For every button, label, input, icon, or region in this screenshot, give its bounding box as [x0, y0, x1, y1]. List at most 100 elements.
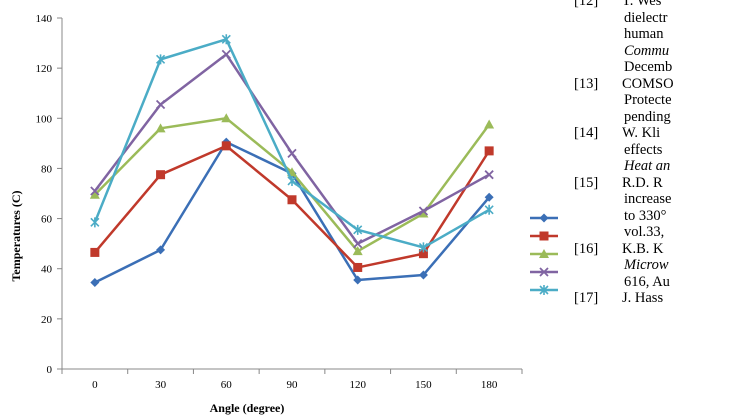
- y-tick-label: 0: [47, 364, 53, 376]
- data-point: [353, 262, 363, 272]
- reference-entry: [12] T. Wes dielectr human Commu Decemb: [557, 0, 750, 76]
- reference-line: effects: [624, 141, 663, 158]
- legend-swatch-marker: [539, 213, 549, 223]
- reference-entry: [14] W. Kli effects Heat an: [557, 125, 750, 175]
- reference-line: human: [624, 26, 664, 42]
- reference-line: K.B. K: [622, 240, 664, 257]
- data-point: [287, 148, 297, 159]
- reference-entry: [17] J. Hass: [557, 290, 750, 307]
- reference-line: vol.33,: [624, 224, 665, 240]
- reference-number: [12]: [574, 0, 599, 9]
- references-column: [12] T. Wes dielectr human Commu Decemb [13] CO…: [557, 0, 750, 416]
- reference-line: Heat an: [624, 158, 671, 174]
- reference-line: dielectr: [624, 9, 668, 26]
- line-chart: 0 20 40 60 80 100 120 140 0 30 60 90 120 150 180 A1 A2…: [9, 13, 558, 415]
- series-line: [93, 53, 490, 245]
- y-tick-label: 120: [36, 63, 53, 75]
- chart-series: [89, 34, 495, 288]
- legend-item: A2: [530, 231, 558, 241]
- series-a1: [90, 137, 494, 288]
- data-point: [353, 239, 363, 249]
- legend-swatch-marker: [539, 267, 549, 277]
- data-point: [156, 170, 166, 180]
- data-point: [353, 224, 363, 235]
- legend-swatch-marker: [539, 231, 549, 241]
- reference-line: increase: [624, 191, 672, 207]
- data-point: [89, 189, 100, 199]
- legend-item: A3: [530, 249, 558, 258]
- y-tick-label: 100: [36, 113, 53, 125]
- reference-line: Commu: [624, 42, 670, 59]
- y-tick-label: 40: [41, 264, 53, 276]
- data-point: [418, 249, 428, 259]
- data-point: [90, 217, 100, 228]
- data-point: [418, 270, 428, 280]
- reference-line: J. Hass: [622, 290, 664, 306]
- series-a2: [90, 141, 494, 272]
- data-point: [353, 275, 363, 285]
- data-point: [155, 99, 166, 110]
- y-tick-label: 60: [41, 214, 53, 226]
- data-point: [221, 141, 231, 151]
- y-tick-label: 20: [41, 314, 53, 326]
- reference-line: to 330°: [624, 207, 667, 224]
- x-tick-label: 150: [415, 379, 432, 391]
- y-tick-label: 80: [41, 163, 53, 175]
- data-point: [484, 192, 494, 202]
- legend-item: A5: [530, 285, 558, 295]
- y-tick-labels: 0 20 40 60 80 100 120 140: [36, 13, 53, 376]
- data-point: [221, 49, 231, 59]
- data-point: [484, 204, 494, 215]
- reference-number: [16]: [574, 240, 599, 257]
- data-point: [90, 278, 100, 288]
- reference-number: [17]: [574, 290, 599, 306]
- x-tick-label: 90: [287, 379, 299, 391]
- reference-line: R.D. R: [622, 174, 663, 191]
- data-point: [156, 245, 166, 255]
- chart-axes: [57, 17, 523, 374]
- legend-swatch-marker: [539, 249, 549, 258]
- series-line: [93, 38, 490, 249]
- reference-line: T. Wes: [622, 0, 662, 9]
- reference-number: [13]: [574, 75, 599, 92]
- data-point: [287, 195, 297, 205]
- reference-number: [15]: [574, 174, 599, 191]
- series-line: [94, 140, 491, 284]
- data-point: [221, 113, 232, 123]
- reference-line: W. Kli: [622, 125, 661, 141]
- data-point: [418, 206, 429, 216]
- data-point: [90, 247, 100, 257]
- x-axis-title: Angle (degree): [210, 401, 285, 415]
- x-tick-label: 0: [92, 379, 98, 391]
- reference-line: Microw: [624, 257, 669, 273]
- data-point: [418, 208, 429, 218]
- legend-item: A4: [530, 267, 558, 277]
- x-tick-labels: 0 30 60 90 120 150 180: [92, 379, 498, 391]
- series-a4: [90, 49, 494, 249]
- reference-line: COMSO: [622, 75, 674, 92]
- reference-line: Decemb: [624, 59, 673, 75]
- data-point: [90, 186, 100, 196]
- legend-item: A1: [530, 213, 558, 223]
- x-tick-label: 180: [481, 379, 498, 391]
- x-tick-label: 120: [349, 379, 366, 391]
- y-tick-label: 140: [36, 13, 53, 25]
- data-point: [418, 242, 428, 253]
- data-point: [221, 34, 231, 45]
- reference-entry: [16] K.B. K Microw 616, Au: [557, 241, 750, 291]
- reference-line: 616, Au: [624, 273, 670, 290]
- chart-legend: A1 A2 A3 A4 A5: [530, 213, 558, 295]
- data-point: [484, 170, 494, 180]
- data-point: [287, 175, 297, 186]
- data-point: [156, 54, 166, 65]
- reference-entry: [13] COMSO Protecte pending: [557, 76, 750, 126]
- data-point: [484, 119, 495, 129]
- reference-line: Protecte: [624, 92, 672, 108]
- series-a5: [90, 34, 494, 253]
- reference-number: [14]: [574, 125, 599, 141]
- y-axis-title: Temperatures (C): [9, 191, 23, 282]
- data-point: [484, 146, 494, 156]
- x-tick-label: 60: [221, 379, 233, 391]
- data-point: [352, 246, 363, 256]
